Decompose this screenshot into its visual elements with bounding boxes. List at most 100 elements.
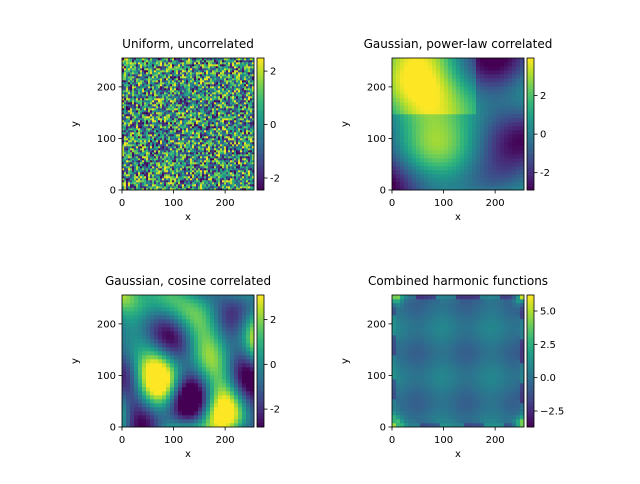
pixel — [196, 84, 198, 86]
pixel — [198, 80, 200, 82]
pixel — [246, 102, 248, 104]
pixel — [210, 156, 212, 158]
pixel — [174, 118, 176, 120]
pixel — [136, 74, 138, 76]
pixel — [206, 66, 208, 68]
pixel — [230, 64, 232, 66]
pixel — [234, 66, 236, 68]
pixel — [214, 164, 216, 166]
pixel — [132, 138, 134, 140]
pixel — [144, 148, 146, 150]
pixel — [436, 58, 440, 62]
pixel — [176, 108, 178, 110]
pixel — [140, 78, 142, 80]
pixel — [162, 98, 164, 100]
pixel — [160, 74, 162, 76]
pixel — [424, 94, 428, 98]
pixel — [412, 66, 416, 70]
pixel — [144, 62, 146, 64]
pixel — [152, 116, 154, 118]
pixel — [448, 178, 452, 182]
pixel — [202, 130, 204, 132]
pixel — [432, 138, 436, 142]
pixel — [222, 94, 224, 96]
pixel — [244, 138, 246, 140]
pixel — [186, 94, 188, 96]
pixel — [134, 94, 136, 96]
pixel — [218, 152, 220, 154]
pixel — [198, 110, 200, 112]
pixel — [240, 108, 242, 110]
pixel — [392, 126, 396, 130]
pixel — [242, 102, 244, 104]
pixel — [408, 130, 412, 134]
pixel — [188, 92, 190, 94]
colorbar-cell — [257, 179, 264, 182]
pixel — [218, 174, 220, 176]
pixel — [420, 70, 424, 74]
pixel — [230, 84, 232, 86]
pixel — [124, 106, 126, 108]
pixel — [166, 134, 168, 136]
pixel — [176, 70, 178, 72]
pixel — [440, 94, 444, 98]
pixel — [188, 158, 190, 160]
pixel — [400, 170, 404, 174]
pixel — [148, 172, 150, 174]
pixel — [128, 70, 130, 72]
pixel — [148, 154, 150, 156]
pixel — [190, 60, 192, 62]
pixel — [162, 162, 164, 164]
pixel — [250, 70, 252, 72]
pixel — [176, 118, 178, 120]
pixel — [250, 114, 252, 116]
pixel — [244, 80, 246, 82]
pixel — [212, 146, 214, 148]
pixel — [128, 176, 130, 178]
pixel — [234, 114, 236, 116]
pixel — [220, 160, 222, 162]
pixel — [232, 72, 234, 74]
pixel — [428, 118, 432, 122]
colorbar-cell — [257, 95, 264, 98]
pixel — [140, 98, 142, 100]
pixel — [200, 106, 202, 108]
pixel — [148, 106, 150, 108]
pixel — [216, 176, 218, 178]
pixel — [156, 158, 158, 160]
pixel — [146, 106, 148, 108]
pixel — [140, 156, 142, 158]
pixel — [190, 150, 192, 152]
pixel — [242, 116, 244, 118]
pixel — [164, 92, 166, 94]
pixel — [156, 60, 158, 62]
pixel — [172, 120, 174, 122]
pixel — [144, 60, 146, 62]
pixel — [240, 100, 242, 102]
pixel — [140, 62, 142, 64]
pixel — [250, 170, 252, 172]
pixel — [182, 82, 184, 84]
pixel — [190, 82, 192, 84]
y-tick-label: 200 — [97, 82, 116, 93]
pixel — [152, 108, 154, 110]
pixel — [138, 168, 140, 170]
pixel — [138, 178, 140, 180]
pixel — [180, 62, 182, 64]
pixel — [140, 80, 142, 82]
pixel — [152, 62, 154, 64]
pixel — [428, 90, 432, 94]
pixel — [202, 140, 204, 142]
pixel — [202, 74, 204, 76]
pixel — [206, 98, 208, 100]
pixel — [148, 76, 150, 78]
pixel — [216, 142, 218, 144]
pixel — [202, 84, 204, 86]
pixel — [184, 82, 186, 84]
pixel — [416, 150, 420, 154]
pixel — [222, 164, 224, 166]
pixel — [214, 128, 216, 130]
pixel — [224, 142, 226, 144]
pixel — [230, 74, 232, 76]
